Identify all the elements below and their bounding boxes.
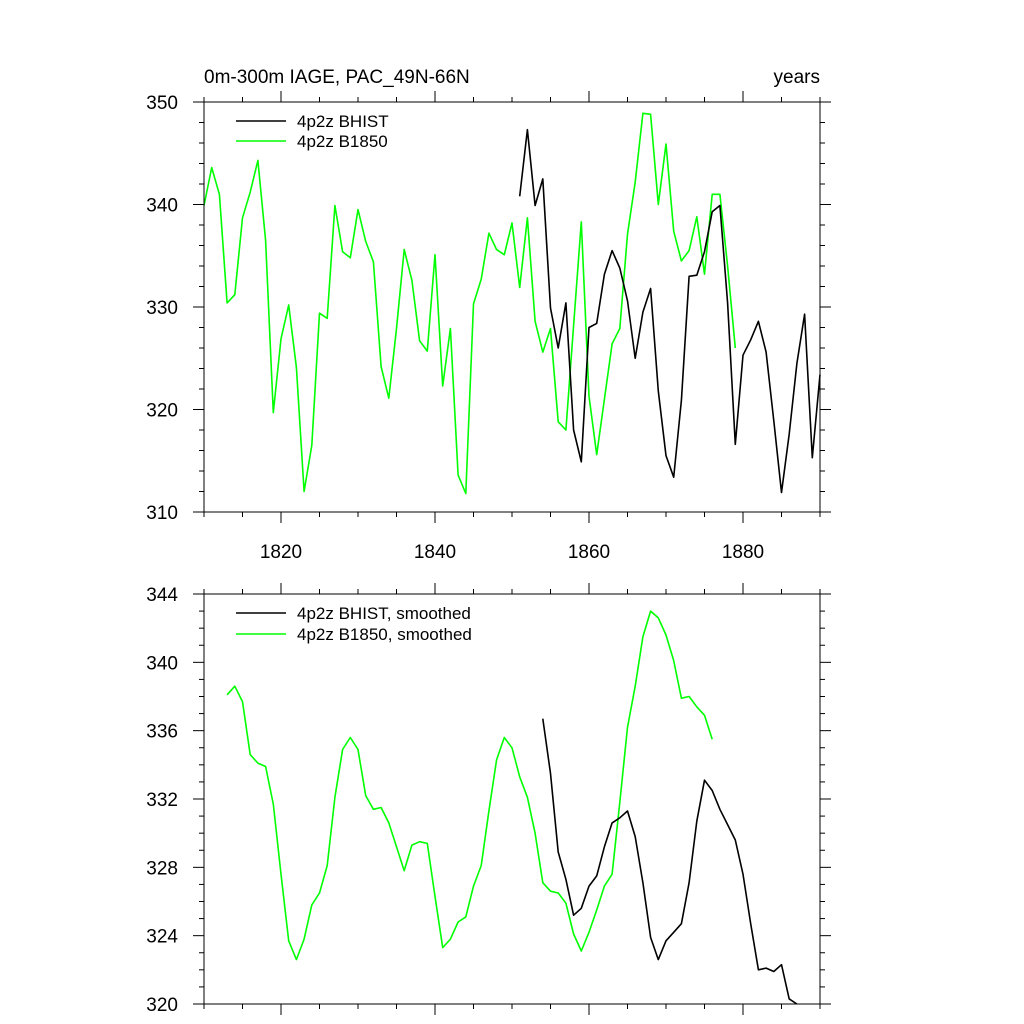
- chart-title: 0m-300m IAGE, PAC_49N-66N: [204, 67, 470, 88]
- top-legend: 4p2z BHIST 4p2z B1850: [236, 112, 389, 151]
- y-tick-label: 340: [146, 196, 178, 217]
- legend-label-b1850-smoothed: 4p2z B1850, smoothed: [297, 625, 472, 644]
- y-tick-label: 340: [146, 653, 178, 674]
- top-series-lines: [203, 112, 821, 495]
- y-tick-label: 324: [146, 927, 178, 948]
- y-tick-label: 328: [146, 858, 178, 879]
- y-tick-label: 320: [146, 401, 178, 422]
- top-plot-frame: [203, 101, 821, 513]
- x-tick-label: 1820: [260, 542, 302, 563]
- y-tick-label: 336: [146, 722, 178, 743]
- units-label: years: [774, 67, 820, 88]
- legend-label-bhist: 4p2z BHIST: [297, 112, 389, 131]
- series-line-b1850: [203, 112, 737, 495]
- series-line-bhist: [518, 128, 821, 494]
- series-line-bhist: [542, 718, 798, 1005]
- x-tick-label: 1840: [414, 542, 456, 563]
- legend-label-bhist-smoothed: 4p2z BHIST, smoothed: [297, 604, 471, 623]
- y-tick-label: 344: [146, 585, 178, 606]
- x-tick-label: 1880: [722, 542, 764, 563]
- bottom-panel: 320 324 328 332 336 340 344 4p2z BHIST, smooth…: [146, 583, 831, 1016]
- bottom-legend: 4p2z BHIST, smoothed 4p2z B1850, smoothe…: [236, 604, 472, 644]
- bottom-tick-marks: [193, 583, 831, 1015]
- y-tick-label: 320: [146, 995, 178, 1016]
- bottom-y-tick-labels: 320 324 328 332 336 340 344: [146, 585, 178, 1016]
- top-tick-marks: [193, 91, 831, 523]
- bottom-plot-frame: [203, 593, 821, 1005]
- legend-label-b1850: 4p2z B1850: [297, 132, 388, 151]
- y-tick-label: 350: [146, 93, 178, 114]
- top-y-tick-labels: 310 320 330 340 350: [146, 93, 178, 524]
- top-x-tick-labels: 1820 1840 1860 1880: [260, 542, 764, 563]
- x-tick-label: 1860: [568, 542, 610, 563]
- y-tick-label: 310: [146, 503, 178, 524]
- series-line-b1850: [226, 610, 713, 961]
- bottom-series-lines: [226, 610, 798, 1005]
- y-tick-label: 330: [146, 298, 178, 319]
- y-tick-label: 332: [146, 790, 178, 811]
- top-panel: 0m-300m IAGE, PAC_49N-66N years 310 320 33…: [146, 67, 831, 563]
